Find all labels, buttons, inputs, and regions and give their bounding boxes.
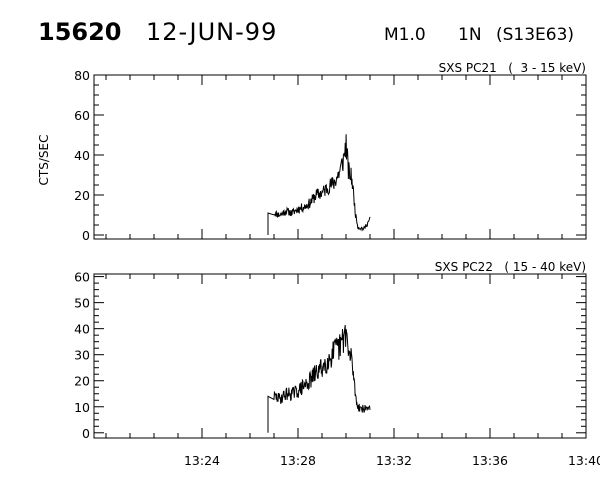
top-plot-frame xyxy=(93,74,587,240)
goes-class: M1.0 xyxy=(384,25,426,45)
top-y-tick-label: 20 xyxy=(74,188,90,203)
event-number: 15620 xyxy=(38,18,122,46)
bottom-y-tick-label: 0 xyxy=(82,426,90,441)
bottom-y-tick-label: 50 xyxy=(74,296,90,311)
top-panel: 0 20 40 60 80 xyxy=(74,68,587,243)
bottom-panel: 0 10 20 30 40 50 60 13:24 13:28 13:32 13:36 13:40 xyxy=(74,270,600,468)
top-y-tick-label: 80 xyxy=(74,68,90,83)
bottom-y-tick-label: 10 xyxy=(74,400,90,415)
bottom-y-tick-label: 20 xyxy=(74,374,90,389)
top-y-axis-label: CTS/SEC xyxy=(37,135,51,186)
bottom-y-tick-label: 30 xyxy=(74,348,90,363)
top-y-tick-label: 40 xyxy=(74,148,90,163)
bottom-plot-frame xyxy=(93,273,587,439)
top-panel-label: SXS PC21 ( 3 - 15 keV) xyxy=(439,61,586,75)
flare-location: (S13E63) xyxy=(496,25,574,45)
x-tick-label: 13:28 xyxy=(280,453,316,468)
top-count-rate-line xyxy=(267,134,371,236)
x-tick-label: 13:36 xyxy=(472,453,508,468)
bottom-count-rate-line xyxy=(267,324,371,433)
x-tick-label: 13:24 xyxy=(184,453,220,468)
bottom-y-tick-label: 60 xyxy=(74,270,90,285)
optical-class: 1N xyxy=(458,25,482,45)
bottom-y-tick-label: 40 xyxy=(74,322,90,337)
bottom-panel-label: SXS PC22 ( 15 - 40 keV) xyxy=(435,260,586,274)
x-tick-label: 13:40 xyxy=(568,453,600,468)
x-tick-label: 13:32 xyxy=(376,453,412,468)
event-date: 12-JUN-99 xyxy=(146,18,277,46)
top-y-tick-label: 0 xyxy=(82,228,90,243)
top-y-tick-label: 60 xyxy=(74,108,90,123)
